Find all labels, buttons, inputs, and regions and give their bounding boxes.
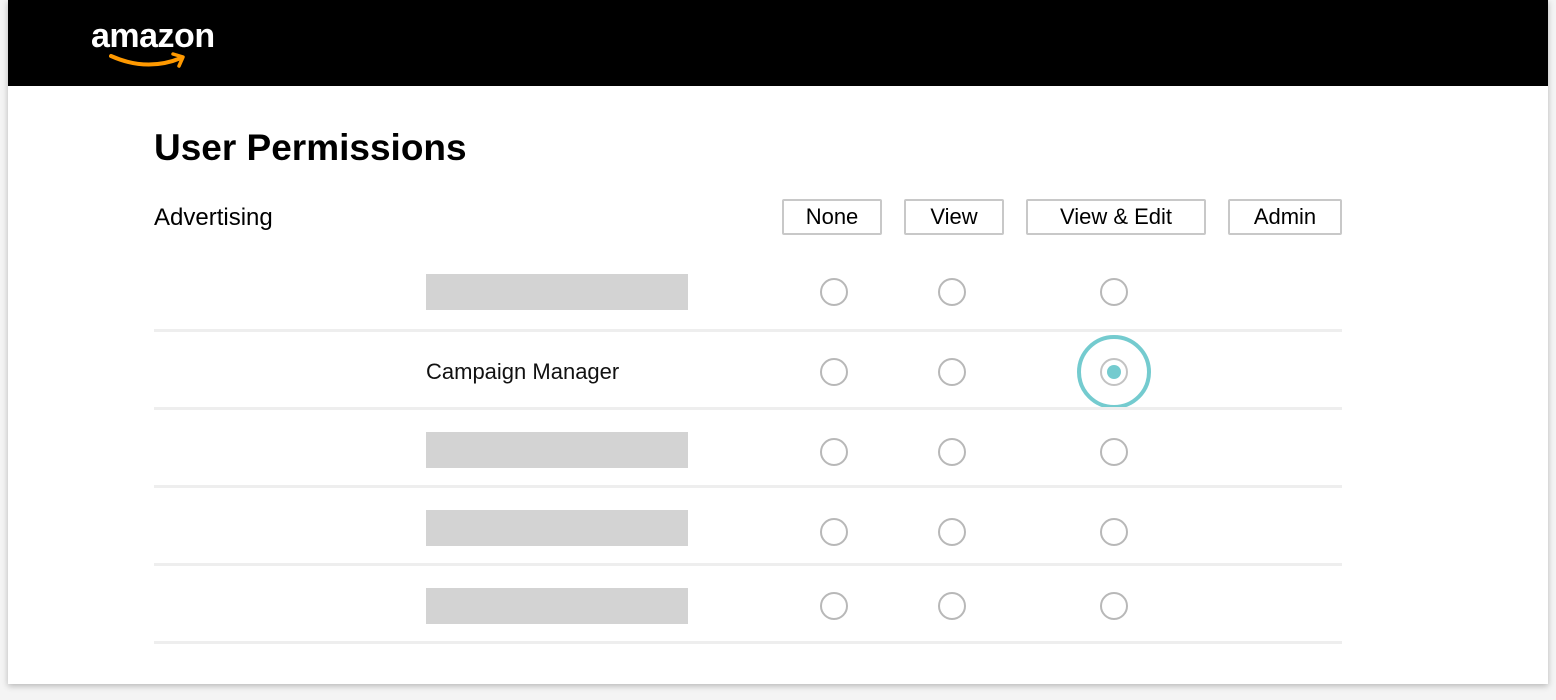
smile-arrow-icon: [109, 52, 185, 68]
row-label-placeholder: [426, 432, 688, 468]
permission-row: [154, 566, 1342, 644]
radio-view-edit-selected[interactable]: [1100, 358, 1128, 386]
permission-row: [154, 410, 1342, 488]
radio-view-edit[interactable]: [1100, 438, 1128, 466]
radio-view-edit[interactable]: [1100, 518, 1128, 546]
radio-none[interactable]: [820, 438, 848, 466]
column-view-button[interactable]: View: [904, 199, 1004, 235]
radio-view[interactable]: [938, 592, 966, 620]
radio-none[interactable]: [820, 358, 848, 386]
radio-view-edit[interactable]: [1100, 278, 1128, 306]
row-divider: [154, 485, 1342, 488]
radio-none[interactable]: [820, 518, 848, 546]
page-title: User Permissions: [154, 127, 467, 168]
permission-row-campaign-manager: Campaign Manager: [154, 332, 1342, 410]
radio-none[interactable]: [820, 592, 848, 620]
row-label-placeholder: [426, 274, 688, 310]
section-label-advertising: Advertising: [154, 204, 273, 231]
app-window: amazon User Permissions Advertising None…: [8, 0, 1548, 684]
column-none-button[interactable]: None: [782, 199, 882, 235]
radio-selected-dot: [1107, 365, 1121, 379]
row-divider: [154, 407, 1342, 410]
radio-view[interactable]: [938, 278, 966, 306]
top-bar: amazon: [8, 0, 1548, 86]
radio-none[interactable]: [820, 278, 848, 306]
row-label-placeholder: [426, 510, 688, 546]
permission-row: [154, 488, 1342, 566]
permission-row: [154, 254, 1342, 332]
radio-view[interactable]: [938, 518, 966, 546]
radio-view[interactable]: [938, 438, 966, 466]
amazon-logo[interactable]: amazon: [91, 16, 231, 70]
row-label-placeholder: [426, 588, 688, 624]
column-view-edit-button[interactable]: View & Edit: [1026, 199, 1206, 235]
row-label-campaign-manager: Campaign Manager: [426, 359, 620, 384]
radio-view[interactable]: [938, 358, 966, 386]
column-admin-button[interactable]: Admin: [1228, 199, 1342, 235]
row-divider: [154, 329, 1342, 332]
row-divider: [154, 641, 1342, 644]
logo-text: amazon: [91, 17, 215, 55]
row-divider: [154, 563, 1342, 566]
radio-view-edit[interactable]: [1100, 592, 1128, 620]
